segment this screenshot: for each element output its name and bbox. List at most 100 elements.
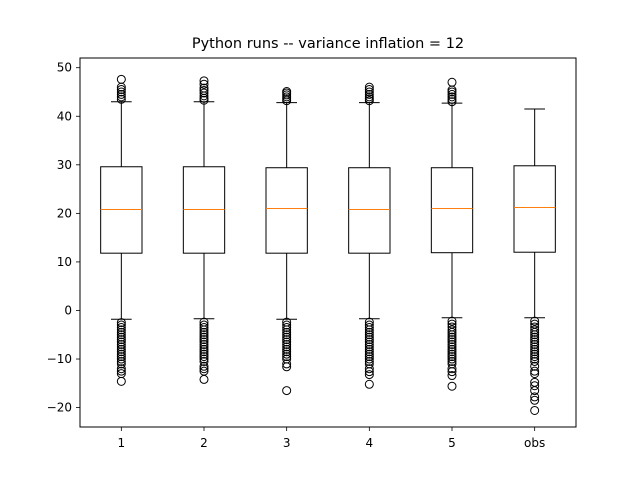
outlier-point: [447, 347, 457, 357]
outlier-point: [282, 320, 292, 330]
outlier-point: [364, 85, 374, 95]
outlier-point: [447, 92, 457, 102]
outlier-point: [364, 379, 374, 389]
outlier-point: [116, 339, 126, 349]
outlier-point: [116, 94, 126, 104]
outlier-point: [116, 322, 126, 332]
outlier-point: [282, 347, 292, 357]
y-tick-label: −10: [47, 352, 72, 366]
outlier-point: [364, 370, 374, 380]
outlier-point: [116, 318, 126, 328]
outlier-point: [282, 362, 292, 372]
box-group: [348, 82, 391, 389]
outlier-point: [364, 330, 374, 340]
outlier-point: [447, 325, 457, 335]
y-tick-label: 30: [57, 158, 72, 172]
outlier-point: [199, 364, 209, 374]
outlier-point: [530, 386, 540, 396]
outlier-point: [116, 364, 126, 374]
outlier-point: [364, 339, 374, 349]
outlier-point: [282, 342, 292, 352]
outlier-point: [199, 76, 209, 86]
outlier-point: [116, 325, 126, 335]
outlier-point: [530, 356, 540, 366]
outlier-point: [447, 89, 457, 99]
outlier-point: [116, 376, 126, 386]
outlier-point: [364, 367, 374, 377]
x-tick-label: obs: [524, 436, 545, 450]
y-axis: −20 −10 0 10 20 30 40 50: [47, 61, 80, 415]
box-group: [513, 108, 556, 415]
outlier-point: [530, 327, 540, 337]
outlier-point: [530, 316, 540, 326]
outlier-point: [530, 325, 540, 335]
outlier-point: [447, 77, 457, 87]
box-group: [182, 76, 226, 384]
outlier-point: [282, 344, 292, 354]
outlier-point: [530, 332, 540, 342]
outlier-point: [199, 327, 209, 337]
outlier-point: [364, 325, 374, 335]
outlier-point: [116, 320, 126, 330]
outlier-point: [199, 322, 209, 332]
outlier-point: [447, 335, 457, 345]
outlier-point: [282, 352, 292, 362]
outlier-point: [282, 359, 292, 369]
outlier-point: [364, 332, 374, 342]
outlier-point: [116, 337, 126, 347]
iqr-box: [348, 167, 391, 254]
outlier-point: [447, 97, 457, 107]
outlier-point: [364, 335, 374, 345]
x-tick-label: 3: [283, 436, 291, 450]
outlier-point: [364, 337, 374, 347]
iqr-box: [513, 165, 556, 253]
outlier-point: [116, 87, 126, 97]
outlier-point: [364, 92, 374, 102]
outlier-point: [199, 374, 209, 384]
outlier-point: [116, 342, 126, 352]
outlier-point: [364, 322, 374, 332]
outlier-point: [199, 325, 209, 335]
outlier-point: [116, 330, 126, 340]
outlier-point: [447, 356, 457, 366]
outlier-point: [530, 366, 540, 376]
outlier-point: [447, 332, 457, 342]
outlier-point: [199, 330, 209, 340]
outlier-point: [364, 352, 374, 362]
outlier-point: [447, 371, 457, 381]
outlier-point: [282, 322, 292, 332]
outlier-point: [199, 342, 209, 352]
outlier-point: [447, 342, 457, 352]
outlier-point: [199, 332, 209, 342]
outlier-point: [530, 361, 540, 371]
outlier-point: [199, 320, 209, 330]
iqr-box: [265, 167, 308, 254]
outlier-point: [116, 335, 126, 345]
outlier-point: [282, 327, 292, 337]
outlier-point: [116, 356, 126, 366]
outlier-point: [364, 354, 374, 364]
chart-title: Python runs -- variance inflation = 12: [192, 36, 464, 52]
outlier-point: [116, 349, 126, 359]
outlier-point: [199, 361, 209, 371]
outlier-point: [530, 352, 540, 362]
outlier-point: [199, 339, 209, 349]
outlier-point: [116, 359, 126, 369]
outlier-point: [364, 89, 374, 99]
y-tick-label: 40: [57, 109, 72, 123]
box-group: [100, 74, 143, 386]
outlier-point: [447, 330, 457, 340]
outlier-point: [530, 369, 540, 379]
outlier-point: [282, 335, 292, 345]
outlier-point: [199, 83, 209, 93]
outlier-point: [530, 347, 540, 357]
outlier-point: [199, 88, 209, 98]
outlier-point: [282, 87, 292, 97]
outlier-point: [199, 337, 209, 347]
outlier-point: [199, 349, 209, 359]
outlier-point: [447, 364, 457, 374]
outlier-point: [282, 339, 292, 349]
outlier-point: [530, 392, 540, 402]
x-tick-label: 1: [118, 436, 126, 450]
outlier-point: [447, 339, 457, 349]
